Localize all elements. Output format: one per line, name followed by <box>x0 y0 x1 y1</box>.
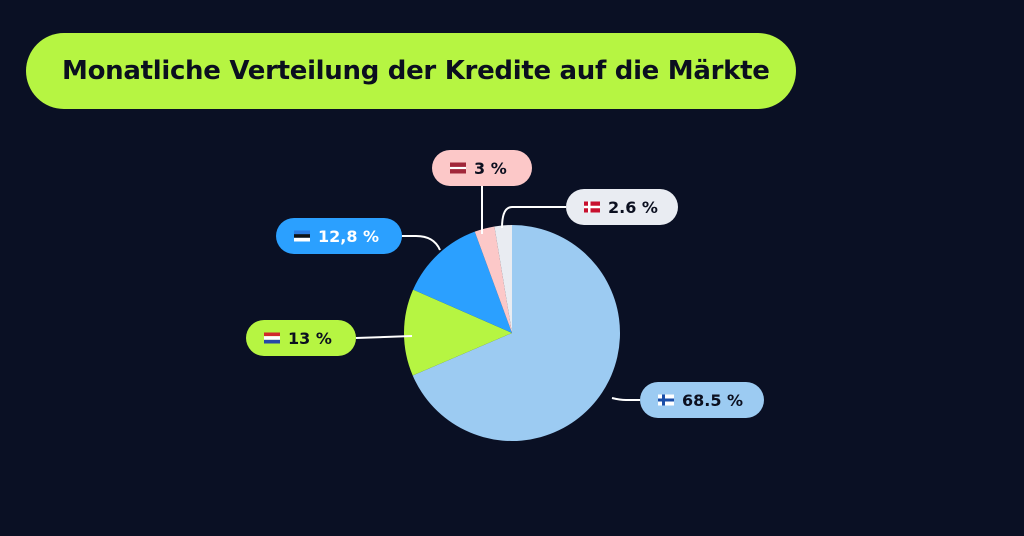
leader-line-fi <box>611 397 640 401</box>
slice-labels: 68.5 % 13 % 12,8 % 3 % 2.6 % <box>246 150 764 418</box>
flag-fi-icon <box>658 394 674 406</box>
data-label-fi: 68.5 % <box>640 382 764 418</box>
flag-dk-icon <box>584 201 600 213</box>
data-label-ee: 12,8 % <box>276 218 402 254</box>
chart-title-pill: Monatliche Verteilung der Kredite auf di… <box>26 33 796 109</box>
label-pill-lv <box>432 150 532 186</box>
pie-slice-ee <box>413 231 512 333</box>
pie-slice-dk <box>494 225 512 333</box>
label-value-nl: 13 % <box>288 329 332 348</box>
label-value-lv: 3 % <box>474 159 507 178</box>
label-value-fi: 68.5 % <box>682 391 743 410</box>
pie-slices <box>403 225 621 441</box>
pie-slice-fi <box>412 225 621 441</box>
leader-line-ee <box>402 235 441 251</box>
leader-line-dk <box>501 206 566 229</box>
label-pill-dk <box>566 189 678 225</box>
data-label-dk: 2.6 % <box>566 189 678 225</box>
label-pill-nl <box>246 320 356 356</box>
flag-lv-icon <box>450 162 466 174</box>
chart-title: Monatliche Verteilung der Kredite auf di… <box>62 56 770 86</box>
pie-slice-nl <box>403 289 512 376</box>
label-value-ee: 12,8 % <box>318 227 379 246</box>
label-pill-fi <box>640 382 764 418</box>
flag-nl-icon <box>264 332 280 344</box>
leader-line-nl <box>355 335 413 339</box>
label-pill-ee <box>276 218 402 254</box>
flag-ee-icon <box>294 230 310 242</box>
data-label-nl: 13 % <box>246 320 356 356</box>
label-value-dk: 2.6 % <box>608 198 658 217</box>
data-label-lv: 3 % <box>432 150 532 186</box>
pie-slice-lv <box>474 226 512 333</box>
